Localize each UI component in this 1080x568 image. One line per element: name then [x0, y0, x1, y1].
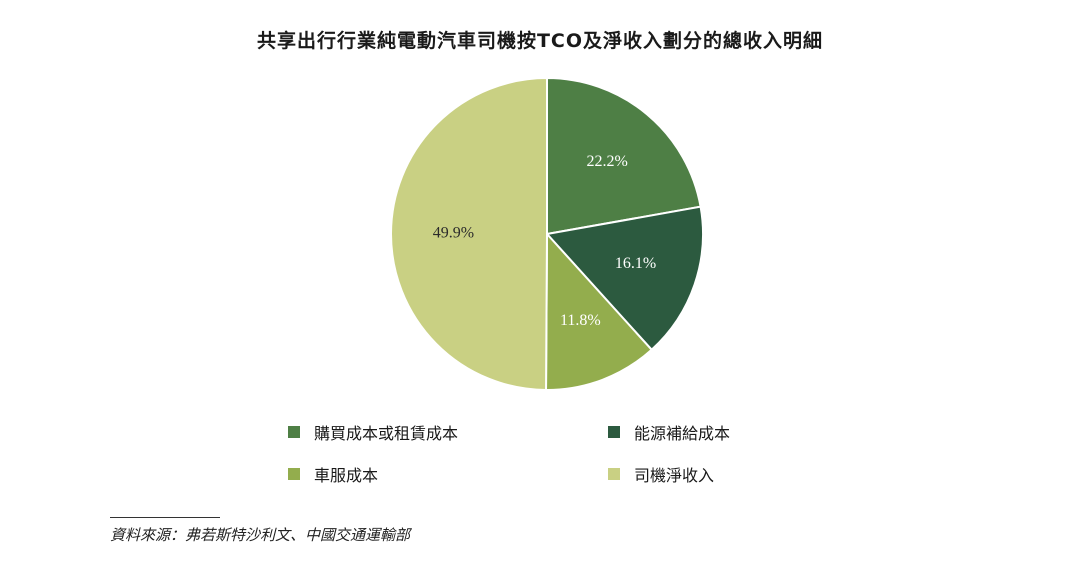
legend-swatch-driver-income	[608, 468, 620, 480]
legend-label-driver-income: 司機淨收入	[634, 466, 715, 485]
chart-title: 共享出行行業純電動汽車司機按TCO及淨收入劃分的總收入明細	[256, 30, 824, 52]
source-divider	[110, 517, 220, 518]
legend-swatch-energy	[608, 426, 620, 438]
legend-swatch-service	[288, 468, 300, 480]
pie-slice-energy	[545, 205, 704, 352]
pie-slice-service	[545, 231, 654, 391]
legend-swatch-purchase	[288, 426, 300, 438]
legend-item-service: 車服成本	[288, 462, 378, 486]
pie-label-energy: 16.1%	[615, 255, 656, 272]
pie-slice-purchase	[546, 76, 702, 236]
pie-slice-driver-income	[390, 76, 548, 392]
pie-label-driver-income: 49.9%	[433, 224, 474, 241]
pie-label-service: 11.8%	[560, 312, 601, 329]
legend-label-purchase: 購買成本或租賃成本	[314, 424, 459, 443]
legend-label-service: 車服成本	[314, 466, 379, 485]
pie-label-purchase: 22.2%	[586, 153, 627, 170]
legend-item-purchase: 購買成本或租賃成本	[288, 420, 458, 444]
legend-item-driver-income: 司機淨收入	[608, 462, 714, 486]
legend-item-energy: 能源補給成本	[608, 420, 730, 444]
legend-label-energy: 能源補給成本	[634, 424, 731, 443]
source-note: 資料來源：弗若斯特沙利文、中國交通運輸部	[110, 526, 411, 544]
